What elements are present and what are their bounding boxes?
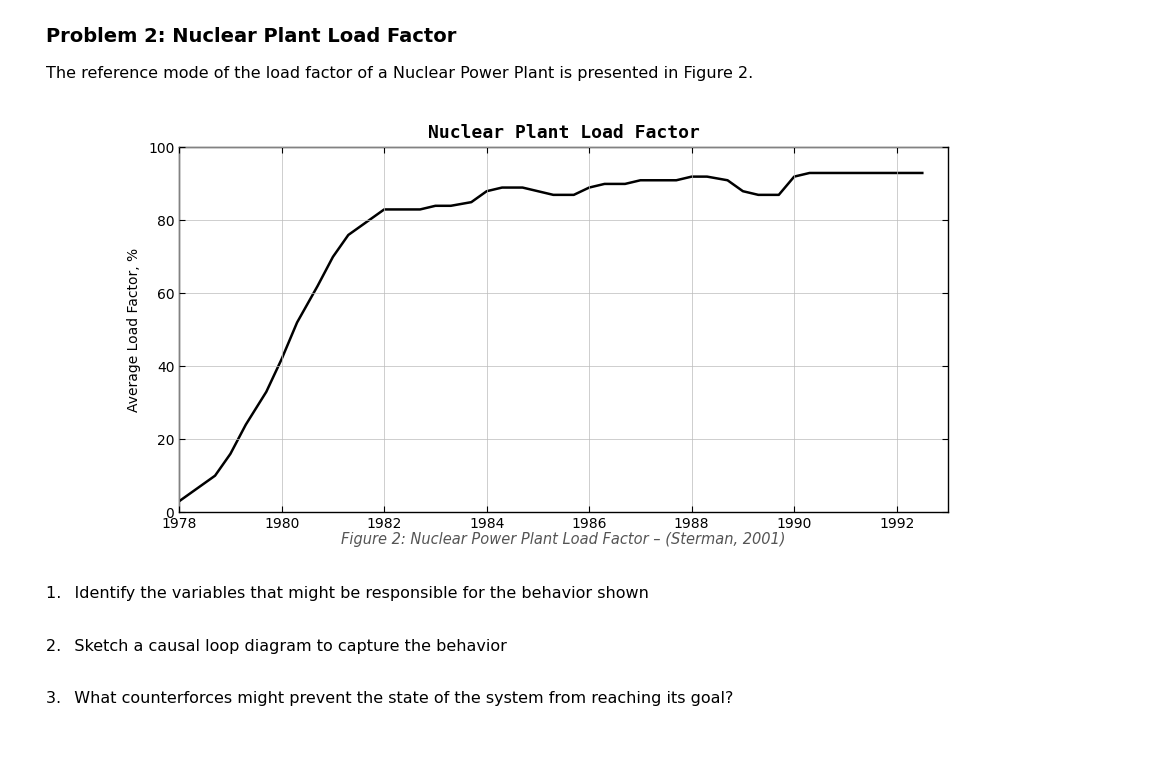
Text: Problem 2: Nuclear Plant Load Factor: Problem 2: Nuclear Plant Load Factor bbox=[46, 27, 457, 46]
Text: Figure 2: Nuclear Power Plant Load Factor – (Sterman, 2001): Figure 2: Nuclear Power Plant Load Facto… bbox=[341, 532, 786, 546]
Y-axis label: Average Load Factor, %: Average Load Factor, % bbox=[127, 248, 141, 412]
Text: 2.  Sketch a causal loop diagram to capture the behavior: 2. Sketch a causal loop diagram to captu… bbox=[46, 639, 507, 653]
Text: The reference mode of the load factor of a Nuclear Power Plant is presented in F: The reference mode of the load factor of… bbox=[46, 66, 754, 81]
Title: Nuclear Plant Load Factor: Nuclear Plant Load Factor bbox=[428, 123, 699, 142]
Text: 1.  Identify the variables that might be responsible for the behavior shown: 1. Identify the variables that might be … bbox=[46, 586, 650, 601]
Text: 3.  What counterforces might prevent the state of the system from reaching its g: 3. What counterforces might prevent the … bbox=[46, 691, 734, 706]
